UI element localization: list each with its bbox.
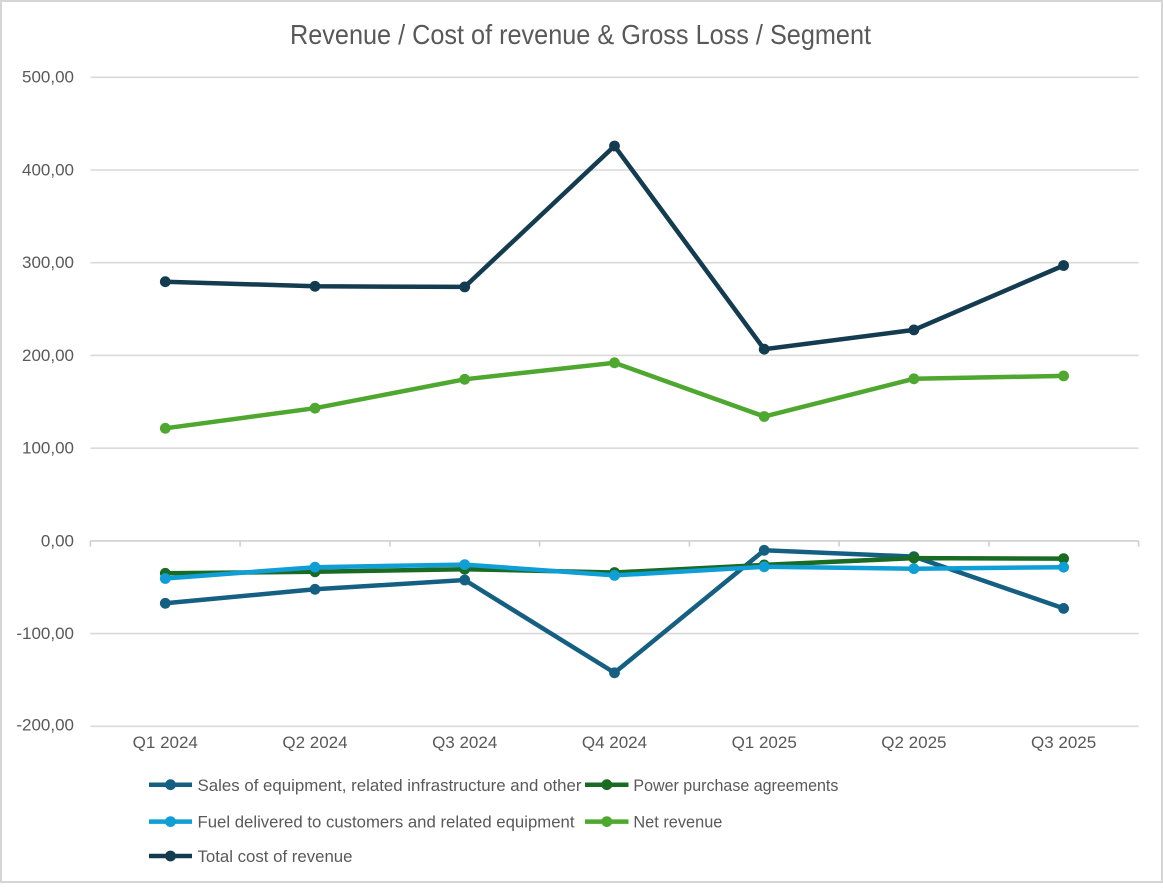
- svg-text:Sales of equipment, related in: Sales of equipment, related infrastructu…: [198, 776, 582, 795]
- svg-text:300,00: 300,00: [22, 253, 74, 272]
- svg-text:Fuel delivered to customers an: Fuel delivered to customers and related …: [198, 813, 575, 832]
- svg-text:Net revenue: Net revenue: [633, 813, 722, 832]
- svg-text:100,00: 100,00: [22, 439, 74, 458]
- svg-text:Total cost of revenue: Total cost of revenue: [198, 847, 353, 866]
- svg-text:200,00: 200,00: [22, 346, 74, 365]
- svg-text:Q2 2024: Q2 2024: [282, 733, 347, 752]
- svg-text:Q3 2024: Q3 2024: [432, 733, 497, 752]
- svg-text:Q1 2025: Q1 2025: [732, 733, 797, 752]
- svg-text:Q1 2024: Q1 2024: [133, 733, 198, 752]
- svg-text:Q2 2025: Q2 2025: [881, 733, 946, 752]
- svg-text:0,00: 0,00: [41, 531, 74, 550]
- svg-text:Power purchase agreements: Power purchase agreements: [633, 776, 838, 795]
- svg-text:Q4 2024: Q4 2024: [582, 733, 647, 752]
- svg-text:Revenue / Cost of revenue & Gr: Revenue / Cost of revenue & Gross Loss /…: [290, 19, 871, 50]
- svg-text:500,00: 500,00: [22, 68, 74, 87]
- svg-text:400,00: 400,00: [22, 160, 74, 179]
- svg-text:-100,00: -100,00: [16, 624, 74, 643]
- svg-text:Q3 2025: Q3 2025: [1031, 733, 1096, 752]
- svg-text:-200,00: -200,00: [16, 715, 74, 734]
